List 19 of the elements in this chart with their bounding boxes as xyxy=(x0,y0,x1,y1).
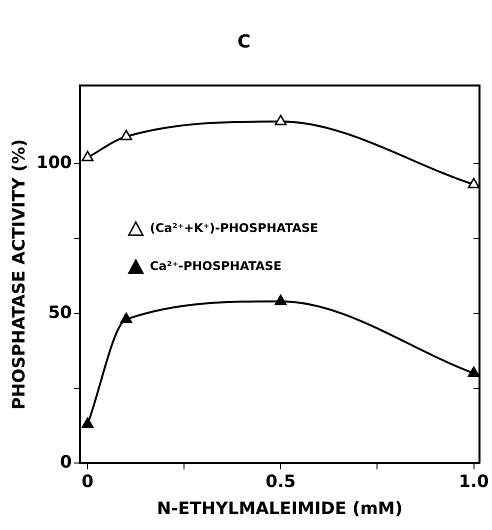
point xyxy=(274,294,287,306)
y-tick-label: 0 xyxy=(60,452,72,473)
point xyxy=(120,130,132,140)
chart-title: C xyxy=(237,31,251,52)
x-axis-title: N-ETHYLMALEIMIDE (mM) xyxy=(156,499,403,520)
point xyxy=(82,417,94,428)
point xyxy=(120,312,132,324)
point xyxy=(468,178,480,188)
legend-label: (Ca²⁺+K⁺)-PHOSPHATASE xyxy=(150,221,318,236)
y-axis-title: PHOSPHATASE ACTIVITY (%) xyxy=(10,139,30,410)
y-tick-label: 100 xyxy=(36,152,72,173)
x-tick-label: 0 xyxy=(82,472,94,492)
y-tick-label: 50 xyxy=(48,302,72,323)
point xyxy=(468,366,480,378)
point xyxy=(274,114,287,126)
x-tick-label: 1.0 xyxy=(458,472,489,492)
x-tick-label: 0.5 xyxy=(266,472,296,492)
legend-label: Ca²⁺-PHOSPHATASE xyxy=(150,259,282,274)
point xyxy=(82,150,94,162)
